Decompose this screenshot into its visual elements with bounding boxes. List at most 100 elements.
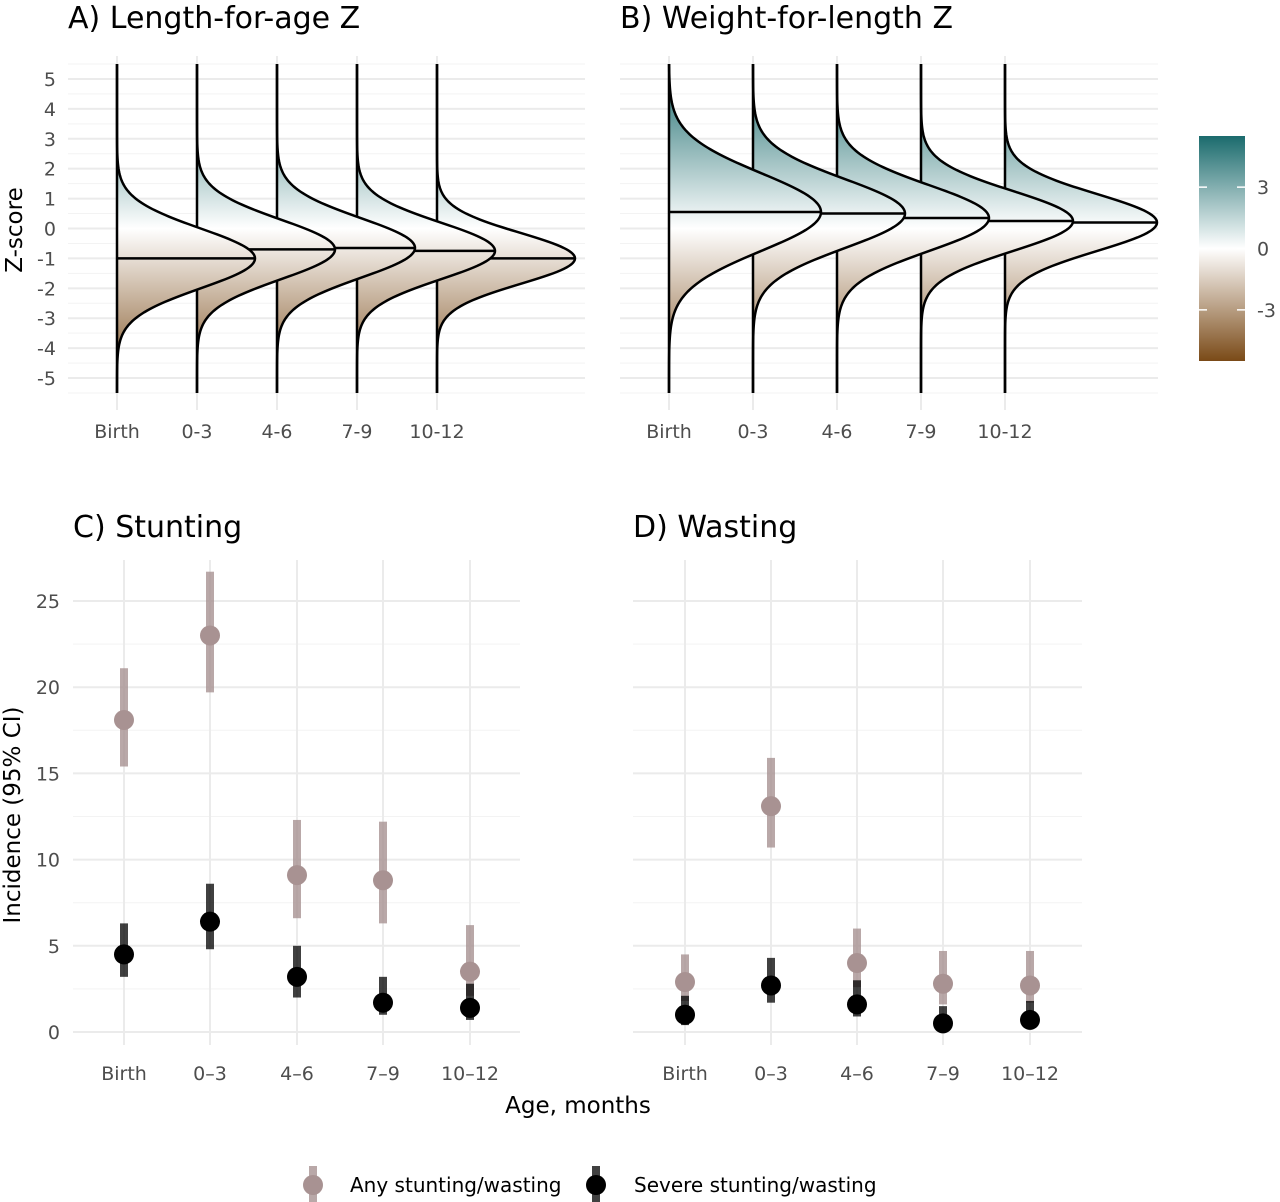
x-tick-label: 7-9: [905, 421, 936, 443]
ridge-fill: [669, 64, 821, 393]
ridge-fill: [837, 64, 989, 393]
data-point: [761, 975, 781, 996]
y-tick-label: -4: [37, 338, 56, 360]
data-point: [933, 1013, 953, 1034]
data-point: [287, 966, 307, 987]
data-point: [460, 997, 480, 1018]
x-tick-label: Birth: [662, 1063, 708, 1085]
data-point: [1020, 975, 1040, 996]
legend-any-label: Any stunting/wasting: [350, 1173, 561, 1197]
y-tick-label: 5: [44, 69, 56, 91]
panel-b-weight-for-length: B) Weight-for-length Z Birth 0-3 4-6 7-9 10-…: [620, 1, 1159, 443]
ridge-outline: [1003, 64, 1159, 393]
data-point: [373, 992, 393, 1013]
ridge-fill: [117, 64, 255, 393]
data-point: [933, 973, 953, 994]
legend-any-point: [303, 1175, 323, 1195]
y-tick-label: 2: [44, 159, 56, 181]
ridge-outline: [435, 64, 577, 393]
x-axis-label: Age, months: [505, 1093, 651, 1119]
severe-point-0: [675, 995, 695, 1026]
colorbar-tick-label: 0: [1257, 239, 1269, 261]
y-tick-label: 5: [48, 936, 60, 958]
ridge-fill: [197, 64, 335, 393]
y-tick-label: 20: [36, 677, 60, 699]
severe-point-4: [460, 983, 480, 1020]
ridge-outline: [919, 64, 1075, 393]
colorbar: 3 0 -3: [1199, 136, 1276, 361]
x-tick-label: Birth: [646, 421, 692, 443]
any-point-1: [761, 757, 781, 848]
y-tick-label: 3: [44, 129, 56, 151]
panel-c-stunting: C) Stunting Incidence (95% CI) 0 5 10 15 20 2…: [0, 510, 520, 1085]
panel-a-ridges: [115, 64, 577, 393]
y-tick-label: -2: [37, 278, 56, 300]
x-tick-label: 10-12: [977, 421, 1032, 443]
y-tick-label: 1: [44, 189, 56, 211]
severe-point-3: [933, 1006, 953, 1034]
x-tick-label: 4-6: [821, 421, 852, 443]
ridge-outline: [835, 64, 991, 393]
panel-b-x-ticks: Birth 0-3 4-6 7-9 10-12: [646, 421, 1032, 443]
y-tick-label: 4: [44, 99, 56, 121]
panel-d-points: [675, 757, 1040, 1034]
severe-point-4: [1020, 1000, 1040, 1030]
any-point-2: [847, 928, 867, 988]
colorbar-ticks: 3 0 -3: [1199, 177, 1276, 322]
data-point: [761, 796, 781, 817]
data-point: [847, 994, 867, 1015]
y-tick-label: 25: [36, 591, 60, 613]
data-point: [114, 944, 134, 965]
legend: Any stunting/wasting Severe stunting/was…: [303, 1166, 877, 1202]
panel-a-y-ticks: 5 4 3 2 1 0 -1 -2 -3 -4 -5: [37, 69, 56, 390]
x-tick-label: 0-3: [737, 421, 768, 443]
panel-c-title: C) Stunting: [73, 510, 242, 545]
panel-d-x-ticks: Birth 0–3 4–6 7–9 10–12: [662, 1063, 1059, 1085]
any-point-4: [1020, 950, 1040, 1003]
data-point: [460, 961, 480, 982]
panel-c-x-ticks: Birth 0–3 4–6 7–9 10–12: [101, 1063, 499, 1085]
x-tick-label: 10–12: [1001, 1063, 1059, 1085]
y-tick-label: -3: [37, 308, 56, 330]
panel-d-wasting: D) Wasting Birth 0–3 4–6 7–9 10–12: [633, 510, 1082, 1085]
panel-a-length-for-age: A) Length-for-age Z Z-score 5 4 3 2 1 0 -1 -2 -3…: [2, 1, 585, 443]
x-tick-label: 4–6: [280, 1063, 314, 1085]
any-point-1: [200, 571, 220, 693]
data-point: [373, 870, 393, 891]
panel-a-x-ticks: Birth 0-3 4-6 7-9 10-12: [94, 421, 464, 443]
ridge-fill: [357, 64, 495, 393]
x-tick-label: 7–9: [926, 1063, 960, 1085]
legend-severe-point: [586, 1175, 606, 1195]
y-tick-label: 15: [36, 763, 60, 785]
panel-c-points: [114, 571, 480, 1020]
x-tick-label: 0-3: [181, 421, 212, 443]
y-tick-label: 10: [36, 850, 60, 872]
data-point: [675, 1004, 695, 1025]
colorbar-tick-label: -3: [1257, 300, 1276, 322]
x-tick-label: 10-12: [409, 421, 464, 443]
ridge-outline: [275, 64, 417, 393]
data-point: [114, 709, 134, 730]
panel-b-title: B) Weight-for-length Z: [620, 1, 953, 36]
panel-c-y-ticks: 0 5 10 15 20 25: [36, 591, 60, 1044]
ridge-fill: [277, 64, 415, 393]
ridge-wlz-Birth: [667, 63, 823, 393]
y-tick-label: 0: [48, 1022, 60, 1044]
severe-point-3: [373, 976, 393, 1015]
ridge-outline: [667, 63, 823, 393]
severe-point-0: [114, 923, 134, 977]
legend-item-any: Any stunting/wasting: [303, 1166, 561, 1202]
data-point: [847, 953, 867, 974]
ridge-fill: [753, 64, 905, 393]
data-point: [287, 865, 307, 886]
y-tick-label: 0: [44, 219, 56, 241]
ridge-fill: [1005, 64, 1157, 393]
severe-point-2: [847, 980, 867, 1017]
colorbar-tick-label: 3: [1257, 177, 1269, 199]
y-tick-label: -5: [37, 368, 56, 390]
any-point-0: [114, 668, 134, 767]
x-tick-label: 0–3: [754, 1063, 788, 1085]
data-point: [675, 972, 695, 993]
severe-point-1: [200, 883, 220, 950]
